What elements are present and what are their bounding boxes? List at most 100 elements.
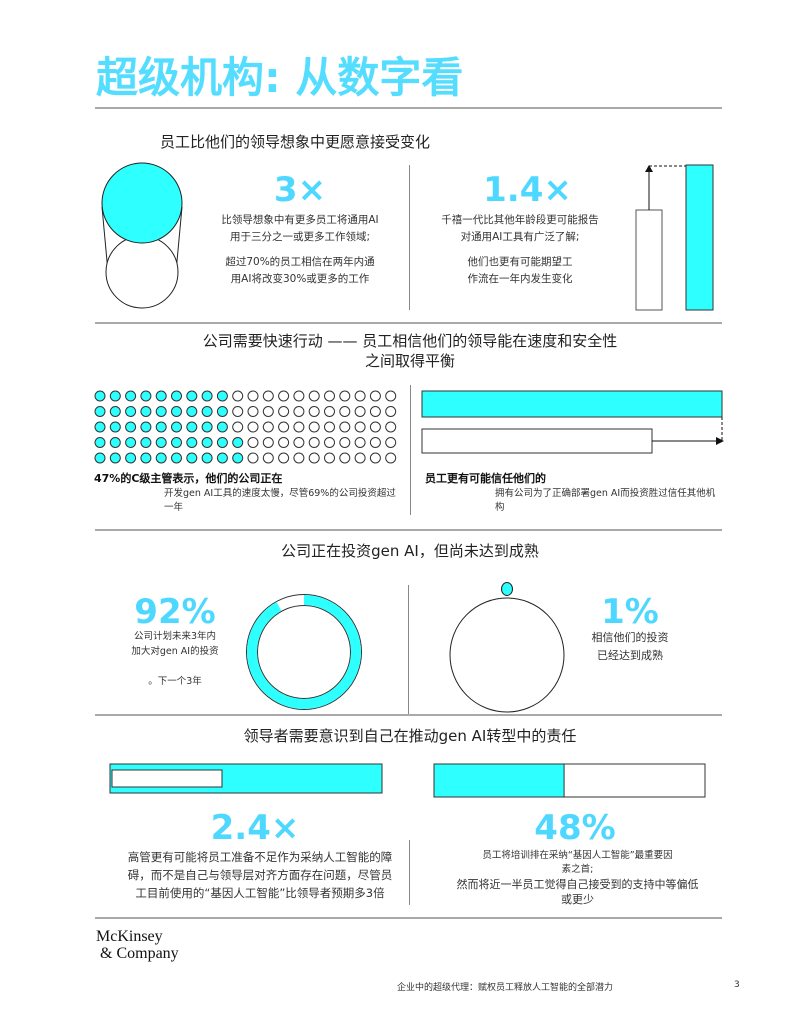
dot-empty	[369, 390, 381, 402]
stat-highlight: 员工更有可能信任他们的	[425, 472, 546, 485]
text-line: 用于三分之一或更多工作领域;	[229, 231, 371, 243]
section-heading: 领导者需要意识到自己在推动gen AI转型中的责任	[243, 727, 577, 745]
dot-filled	[232, 437, 244, 448]
dot-empty	[324, 406, 335, 417]
text-line: 或更少	[561, 893, 594, 906]
dot-empty	[308, 406, 320, 417]
dot-filled	[216, 452, 228, 464]
dot-filled	[186, 452, 198, 464]
dot-empty	[369, 421, 381, 433]
dot-empty	[278, 406, 290, 417]
text-line: 千禧一代比其他年龄段更可能报告	[441, 214, 599, 226]
dot-empty	[339, 421, 351, 433]
dot-filled	[201, 421, 213, 433]
dot-empty	[262, 421, 274, 433]
dot-empty	[354, 390, 366, 402]
dot-filled	[94, 421, 106, 433]
text-line: 加大对gen AI的投资	[131, 646, 219, 657]
divider	[408, 585, 409, 715]
dot-filled	[94, 437, 106, 448]
dot-empty	[385, 452, 397, 464]
stat-1: 1%	[601, 592, 659, 632]
dot-empty	[232, 406, 244, 417]
circle-chart	[449, 582, 565, 713]
dot-filled	[201, 437, 213, 448]
text-line: 相信他们的投资	[591, 631, 669, 644]
heading-line: 公司需要快速行动 —— 员工相信他们的领导能在速度和安全性	[202, 332, 618, 350]
dot-filled	[186, 437, 198, 448]
dot-filled	[94, 452, 106, 464]
dot-grid	[94, 390, 397, 464]
text-line: 然而将近一半员工觉得自己接受到的支持中等偏低	[456, 878, 699, 891]
dot-filled	[201, 452, 213, 464]
dot-empty	[324, 437, 335, 448]
logo-line: McKinsey	[96, 928, 163, 945]
mckinsey-logo: McKinsey & Company	[96, 928, 179, 962]
dot-empty	[232, 390, 244, 402]
stat-description: 员工将培训排在采纳“基因人工智能”最重要因 素之首; 然而将近一半员工觉得自己接…	[420, 849, 735, 907]
dot-empty	[354, 437, 366, 448]
dot-empty	[324, 390, 335, 402]
dot-filled	[186, 390, 198, 402]
dot-empty	[278, 452, 290, 464]
note: 。下一个3年	[148, 676, 202, 687]
dot-empty	[354, 421, 366, 433]
divider	[95, 529, 722, 531]
text-line: 比领导想象中有更多员工将通用AI	[221, 214, 379, 226]
dot-empty	[262, 452, 274, 464]
dot-filled	[186, 421, 198, 433]
dot-empty	[354, 452, 366, 464]
dot-empty	[339, 437, 351, 448]
divider	[409, 840, 410, 905]
dot-filled	[171, 390, 182, 402]
dot-filled	[155, 437, 167, 448]
dot-filled	[216, 406, 228, 417]
stat-description: 拥有公司为了正确部署gen AI而投资胜过信任其他机 构	[495, 487, 735, 515]
dot-filled	[171, 437, 182, 448]
text-line: 开发gen AI工具的速度太慢，尽管69%的公司投资超过	[164, 488, 396, 499]
stat-description: 超过70%的员工相信在两年内通 用AI将改变30%或更多的工作	[190, 254, 410, 288]
text-line: 超过70%的员工相信在两年内通	[225, 256, 375, 268]
text-line: 构	[495, 502, 505, 513]
dot-filled	[140, 421, 152, 433]
progress-bar-48	[433, 763, 706, 798]
dot-empty	[308, 437, 320, 448]
dot-empty	[369, 437, 381, 448]
stat-description: 比领导想象中有更多员工将通用AI 用于三分之一或更多工作领域;	[190, 212, 410, 246]
text-line: 用AI将改变30%或更多的工作	[230, 273, 370, 285]
page-title: 超级机构: 从数字看	[96, 53, 464, 102]
dot-empty	[247, 406, 259, 417]
dot-empty	[385, 406, 397, 417]
dot-filled	[140, 452, 152, 464]
stat-description: 他们也更有可能期望工 作流在一年内发生变化	[415, 254, 625, 288]
dot-empty	[385, 421, 397, 433]
dot-filled	[155, 452, 167, 464]
dot-filled	[140, 406, 152, 417]
stat-92: 92%	[134, 592, 216, 632]
dot-empty	[293, 390, 305, 402]
circle-outline	[449, 597, 565, 713]
dot-filled	[109, 437, 121, 448]
stat-description: 高管更有可能将员工准备不足作为采纳人工智能的障 碍，而不是自己与领导层对齐方面存…	[100, 848, 420, 902]
text-line: 作流在一年内发生变化	[467, 273, 573, 285]
dot-filled	[109, 406, 121, 417]
dot-empty	[385, 390, 397, 402]
dot-empty	[278, 390, 290, 402]
dot-empty	[308, 390, 320, 402]
dot-filled	[201, 390, 213, 402]
dot-empty	[354, 406, 366, 417]
footer-text: 企业中的超级代理：赋权员工释放人工智能的全部潜力	[396, 983, 613, 993]
dot-empty	[247, 437, 259, 448]
bar-comparison-graphic	[635, 164, 714, 311]
text-line: 一年	[164, 502, 184, 513]
text-line: 对通用AI工具有广泛了解;	[460, 231, 580, 243]
text-line: 拥有公司为了正确部署gen AI而投资胜过信任其他机	[495, 488, 716, 499]
dot-empty	[339, 452, 351, 464]
divider	[410, 385, 411, 515]
stat-description: 相信他们的投资 已经达到成熟	[570, 629, 690, 665]
stat-48: 48%	[534, 808, 616, 848]
dot-empty	[324, 452, 335, 464]
dot-filled	[155, 390, 167, 402]
dot-filled	[140, 390, 152, 402]
